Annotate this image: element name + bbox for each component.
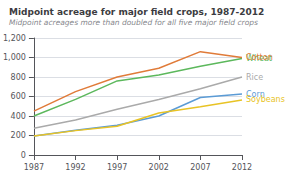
- svg-text:1997: 1997: [107, 163, 127, 172]
- svg-text:1,000: 1,000: [3, 53, 26, 62]
- svg-text:800: 800: [11, 73, 26, 82]
- svg-text:400: 400: [11, 112, 26, 121]
- svg-text:Cotton: Cotton: [246, 53, 273, 62]
- svg-text:200: 200: [11, 131, 26, 140]
- svg-text:600: 600: [11, 92, 26, 101]
- svg-text:Rice: Rice: [246, 73, 263, 82]
- svg-text:0: 0: [21, 151, 26, 160]
- svg-text:Soybeans: Soybeans: [246, 95, 285, 104]
- svg-text:1987: 1987: [24, 163, 44, 172]
- svg-text:Midpoint acreage for major fie: Midpoint acreage for major field crops, …: [9, 7, 264, 17]
- svg-text:Midpoint acreages more than do: Midpoint acreages more than doubled for …: [9, 18, 258, 27]
- svg-text:Corn: Corn: [246, 89, 265, 99]
- svg-text:Wheat: Wheat: [246, 54, 272, 63]
- svg-text:2002: 2002: [149, 163, 169, 172]
- svg-text:2007: 2007: [190, 163, 210, 172]
- svg-text:1,200: 1,200: [3, 34, 26, 43]
- svg-text:1992: 1992: [65, 163, 85, 172]
- svg-text:2012: 2012: [232, 163, 252, 172]
